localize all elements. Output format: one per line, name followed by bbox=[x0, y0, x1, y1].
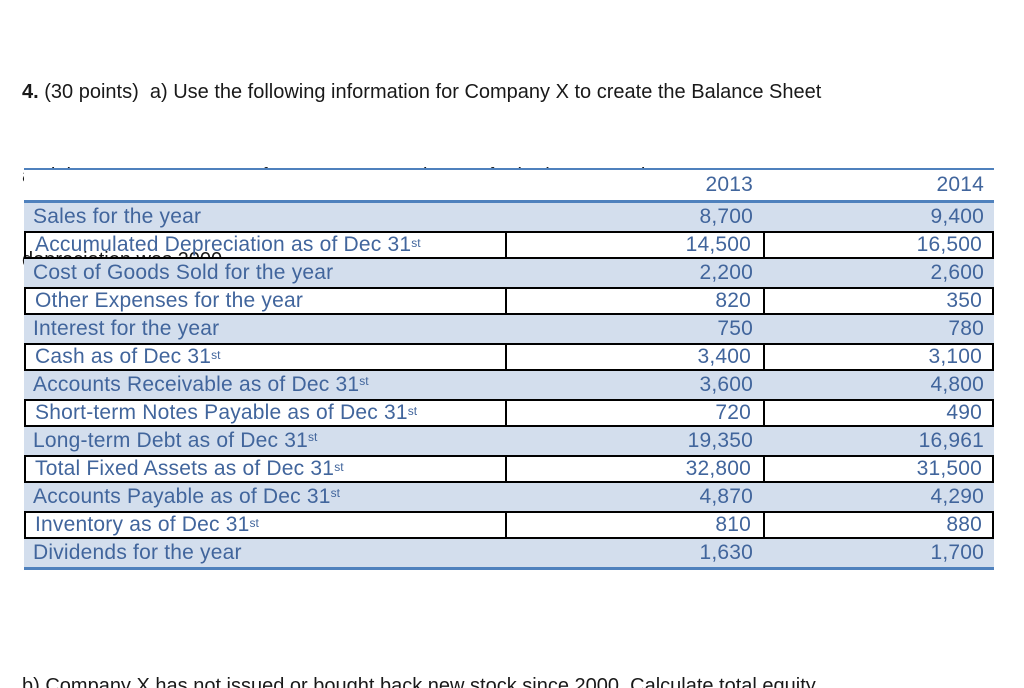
financial-table-body: Sales for the year 8,700 9,400 Accumulat… bbox=[24, 203, 994, 567]
header-empty-cell bbox=[24, 170, 507, 200]
row-value-2014: 4,290 bbox=[930, 485, 984, 508]
table-row: Dividends for the year 1,630 1,700 bbox=[24, 539, 994, 567]
row-label-text: Interest for the year bbox=[33, 317, 220, 340]
row-label-text: Short-term Notes Payable as of Dec 31 bbox=[35, 401, 408, 424]
row-label-superscript: st bbox=[334, 460, 344, 474]
question-a-line-1: 4. (30 points) a) Use the following info… bbox=[22, 78, 942, 106]
row-value-2013: 4,870 bbox=[699, 485, 753, 508]
row-label: Other Expenses for the year bbox=[24, 287, 507, 315]
financial-table: 2013 2014 Sales for the year 8,700 9,400… bbox=[24, 168, 994, 570]
row-label-superscript: st bbox=[308, 430, 318, 444]
table-header-rule bbox=[24, 200, 994, 203]
row-label-text: Cost of Goods Sold for the year bbox=[33, 261, 334, 284]
row-value-2014: 4,800 bbox=[930, 373, 984, 396]
row-label-superscript: st bbox=[330, 486, 340, 500]
question-a-line-1-text: (30 points) a) Use the following informa… bbox=[38, 81, 822, 103]
row-label-text: Dividends for the year bbox=[33, 541, 242, 564]
row-value-2013: 810 bbox=[507, 511, 765, 539]
table-row: Cost of Goods Sold for the year 2,200 2,… bbox=[24, 259, 994, 287]
row-label-text: Inventory as of Dec 31 bbox=[35, 513, 250, 536]
table-bottom-rule bbox=[24, 567, 994, 570]
question-b: b) Company X has not issued or bought ba… bbox=[22, 616, 942, 688]
row-label: Sales for the year bbox=[24, 203, 507, 231]
row-value-2013: 14,500 bbox=[507, 231, 765, 259]
table-top-rule bbox=[24, 168, 994, 170]
row-label-superscript: st bbox=[359, 374, 369, 388]
row-value-2013: 1,630 bbox=[699, 541, 753, 564]
row-label-text: Accounts Receivable as of Dec 31 bbox=[33, 373, 360, 396]
header-year-2014: 2014 bbox=[936, 173, 984, 196]
row-label: Cost of Goods Sold for the year bbox=[24, 259, 507, 287]
row-value-2014: 880 bbox=[765, 511, 994, 539]
table-row: Sales for the year 8,700 9,400 bbox=[24, 203, 994, 231]
question-number: 4. bbox=[22, 81, 39, 103]
row-value-2013: 32,800 bbox=[507, 455, 765, 483]
row-value-2014: 1,700 bbox=[930, 541, 984, 564]
row-value-2014: 2,600 bbox=[930, 261, 984, 284]
row-label-text: Other Expenses for the year bbox=[35, 289, 304, 312]
header-year-2013: 2013 bbox=[705, 173, 753, 196]
row-label-superscript: st bbox=[411, 236, 421, 250]
row-label-superscript: st bbox=[211, 348, 221, 362]
row-label: Dividends for the year bbox=[24, 539, 507, 567]
row-label-text: Accumulated Depreciation as of Dec 31 bbox=[35, 233, 412, 256]
question-b-line-1: b) Company X has not issued or bought ba… bbox=[22, 675, 816, 688]
row-value-2013: 2,200 bbox=[699, 261, 753, 284]
row-value-2014: 490 bbox=[765, 399, 994, 427]
row-label-text: Accounts Payable as of Dec 31 bbox=[33, 485, 331, 508]
row-label-superscript: st bbox=[249, 516, 259, 530]
row-value-2013: 3,400 bbox=[507, 343, 765, 371]
row-value-2013: 19,350 bbox=[687, 429, 753, 452]
row-value-2014: 3,100 bbox=[765, 343, 994, 371]
row-value-2013: 750 bbox=[717, 317, 753, 340]
table-header-row: 2013 2014 bbox=[24, 170, 994, 200]
row-value-2014: 16,500 bbox=[765, 231, 994, 259]
row-value-2014: 9,400 bbox=[930, 205, 984, 228]
table-row: Other Expenses for the year 820 350 bbox=[24, 287, 994, 315]
row-label-superscript: st bbox=[407, 404, 418, 418]
row-value-2014: 16,961 bbox=[918, 429, 984, 452]
row-value-2013: 820 bbox=[507, 287, 765, 315]
row-label-text: Total Fixed Assets as of Dec 31 bbox=[35, 457, 335, 480]
row-value-2013: 3,600 bbox=[699, 373, 753, 396]
row-value-2013: 8,700 bbox=[699, 205, 753, 228]
row-value-2013: 720 bbox=[507, 399, 765, 427]
row-label-text: Cash as of Dec 31 bbox=[35, 345, 212, 368]
row-label-text: Sales for the year bbox=[33, 205, 202, 228]
row-value-2014: 350 bbox=[765, 287, 994, 315]
table-row: Interest for the year 750 780 bbox=[24, 315, 994, 343]
row-label: Interest for the year bbox=[24, 315, 507, 343]
row-label-text: Long-term Debt as of Dec 31 bbox=[33, 429, 309, 452]
row-value-2014: 780 bbox=[948, 317, 984, 340]
row-value-2014: 31,500 bbox=[765, 455, 994, 483]
